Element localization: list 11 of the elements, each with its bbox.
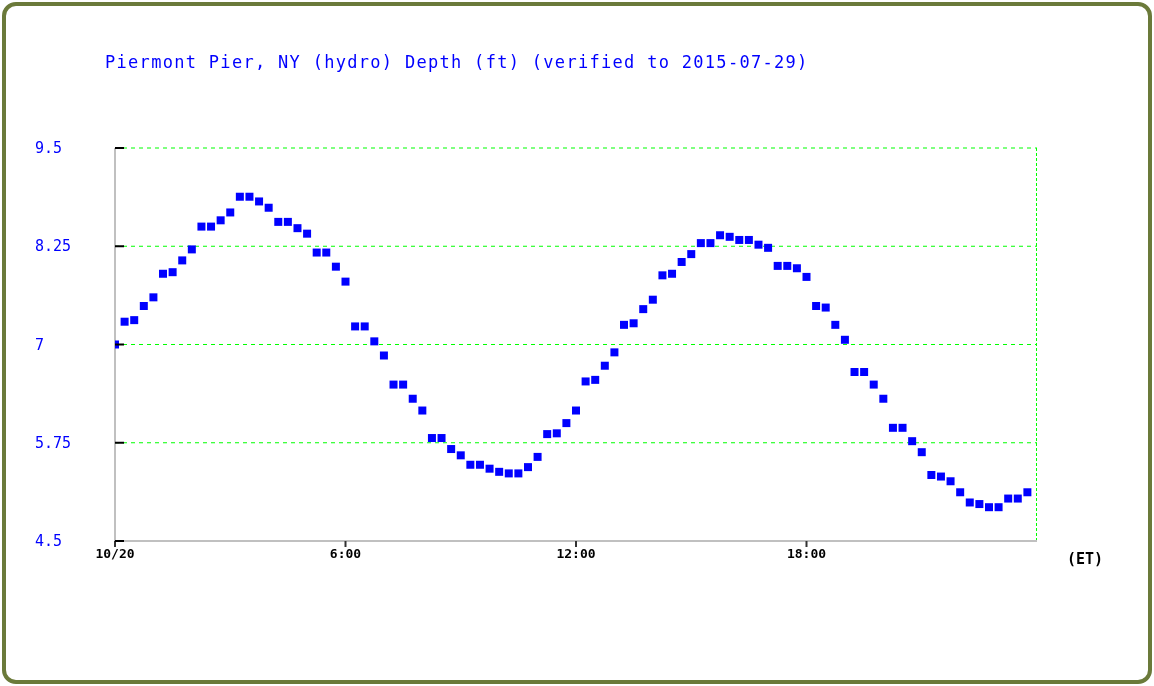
x-tick-label: 18:00	[786, 546, 827, 562]
y-tick-label: 8.25	[35, 237, 72, 256]
y-tick-label: 7	[35, 335, 45, 354]
chart-title: Piermont Pier, NY (hydro) Depth (ft) (verified to 2015-07-29)	[105, 52, 809, 72]
x-tick-label: 10/20	[95, 546, 135, 562]
x-tick-label: 6:00	[329, 546, 362, 562]
x-tick-label: 12:00	[556, 546, 596, 562]
y-tick-label: 4.5	[35, 532, 63, 550]
x-axis-title: (ET)	[1067, 550, 1104, 568]
y-tick-label: 5.75	[35, 433, 72, 452]
y-tick-label: 9.5	[35, 139, 63, 157]
